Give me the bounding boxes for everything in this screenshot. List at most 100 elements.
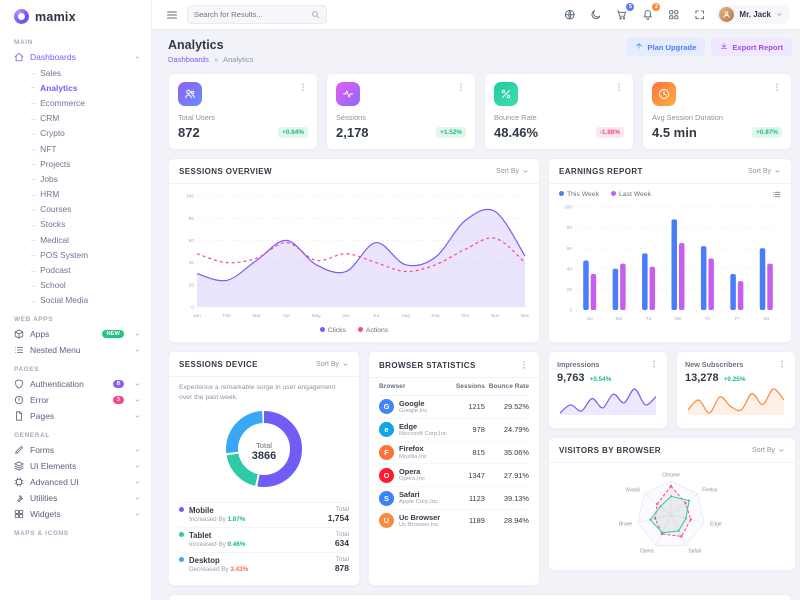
bullet: –: [31, 113, 36, 123]
icon-badge: 2: [652, 2, 661, 11]
sidebar-subitem-school[interactable]: – School: [0, 278, 151, 293]
page-header: Analytics Dashboards » Analytics Plan Up…: [168, 38, 792, 64]
card-menu-icon[interactable]: [456, 82, 466, 92]
bullet: –: [31, 219, 36, 229]
sidebar-subitem-courses[interactable]: – Courses: [0, 202, 151, 217]
browser-name: Google: [399, 398, 425, 408]
browser-company: Apple Corp,Inc: [399, 499, 438, 506]
device-total-value: 878: [334, 563, 349, 574]
device-sort-by[interactable]: Sort By: [316, 361, 349, 368]
device-change-pct: 0.46%: [227, 541, 246, 549]
browser-bounce-rate: 29.52%: [484, 395, 529, 419]
sidebar-item-ui-elements[interactable]: UI Elements: [0, 458, 151, 474]
widget-icon: [14, 509, 24, 519]
plan-upgrade-button[interactable]: Plan Upgrade: [626, 38, 706, 56]
donut-total-label: Total: [256, 440, 272, 450]
sidebar-subitem-pos-system[interactable]: – POS System: [0, 247, 151, 262]
sessions-sort-by[interactable]: Sort By: [496, 168, 529, 175]
sidebar-item-error[interactable]: Error 3: [0, 392, 151, 408]
chevron-down-icon: [134, 463, 141, 470]
card-menu-icon[interactable]: [649, 359, 659, 369]
browser-row-firefox[interactable]: F Firefox Mozilla,Inc 815 35.06%: [379, 441, 529, 465]
browser-row-edge[interactable]: e Edge Microsoft Corp,Inc 978 24.79%: [379, 418, 529, 442]
svg-text:0: 0: [569, 308, 572, 314]
user-menu[interactable]: Mr. Jack: [716, 5, 790, 24]
sidebar-item-forms[interactable]: Forms: [0, 442, 151, 458]
card-menu-icon[interactable]: [519, 360, 529, 370]
chevron-down-icon: [776, 11, 783, 18]
chevron-down-icon: [774, 168, 781, 175]
export-report-button[interactable]: Export Report: [711, 38, 792, 56]
card-menu-icon[interactable]: [772, 82, 782, 92]
sidebar-item-widgets[interactable]: Widgets: [0, 506, 151, 522]
svg-text:Jun: Jun: [342, 313, 350, 319]
sidebar-item-utilities[interactable]: Utilities: [0, 490, 151, 506]
sidebar-item-advanced-ui[interactable]: Advanced UI: [0, 474, 151, 490]
breadcrumb-root[interactable]: Dashboards: [168, 55, 209, 64]
legend-dot: [610, 191, 616, 196]
sidebar-subitem-medical[interactable]: – Medical: [0, 232, 151, 247]
browser-row-opera[interactable]: O Opera Opera,Inc 1347 27.91%: [379, 463, 529, 488]
sidebar-subitem-analytics[interactable]: – Analytics: [0, 80, 151, 95]
svg-text:May: May: [312, 313, 322, 319]
svg-text:60: 60: [189, 238, 195, 244]
logo-icon: [14, 9, 29, 24]
earnings-sort-by[interactable]: Sort By: [748, 168, 781, 175]
sidebar-subitem-ecommerce[interactable]: – Ecommerce: [0, 95, 151, 110]
svg-text:Mar: Mar: [253, 313, 262, 319]
sidebar-nav: MAIN Dashboards – Sales – Analytics – Ecommerce…: [0, 31, 151, 540]
sidebar-subitem-nft[interactable]: – NFT: [0, 141, 151, 156]
sidebar-item-nested-menu[interactable]: Nested Menu: [0, 342, 151, 358]
browser-sessions: 1215: [453, 395, 485, 419]
sidebar-subitem-projects[interactable]: – Projects: [0, 156, 151, 171]
breadcrumb: Dashboards » Analytics: [168, 55, 253, 64]
bullet: –: [31, 189, 36, 199]
browser-row-safari[interactable]: S Safari Apple Corp,Inc 1123 39.13%: [379, 486, 529, 510]
visitors-sort-by[interactable]: Sort By: [752, 447, 785, 454]
nav-subitem-label: Jobs: [40, 173, 58, 184]
card-menu-icon[interactable]: [777, 359, 787, 369]
chart-menu-icon[interactable]: [772, 190, 781, 199]
impressions-change: +0.54%: [589, 376, 612, 383]
apps-grid-icon[interactable]: [664, 6, 682, 24]
notifications-icon[interactable]: 2: [638, 2, 661, 24]
legend-dot: [559, 191, 564, 196]
svg-text:40: 40: [567, 266, 573, 272]
menu-icon[interactable]: [166, 9, 178, 21]
sessions-overview-chart: 0 20 40 60 80 100 Jan Feb Mar Apr May Jun Jul Aug Sep O…: [179, 190, 530, 325]
card-menu-icon[interactable]: [614, 82, 624, 92]
bullet: –: [31, 144, 36, 154]
fullscreen-icon[interactable]: [690, 6, 708, 24]
svg-text:Chrome: Chrome: [662, 473, 680, 479]
sidebar-subitem-crm[interactable]: – CRM: [0, 111, 151, 126]
sidebar-subitem-social-media[interactable]: – Social Media: [0, 293, 151, 308]
dark-mode-icon[interactable]: [586, 6, 604, 24]
new-subscribers-value: 13,278: [685, 372, 719, 384]
device-name: Desktop: [189, 556, 220, 566]
sidebar-subitem-sales[interactable]: – Sales: [0, 65, 151, 80]
cart-icon[interactable]: 5: [612, 2, 635, 24]
sidebar-item-apps[interactable]: Apps NEW: [0, 326, 151, 342]
sidebar-subitem-hrm[interactable]: – HRM: [0, 187, 151, 202]
browser-row-google[interactable]: G Google Google,Inc 1215 29.52%: [379, 395, 529, 419]
browser-row-uc-browser[interactable]: U Uc Browser Uc Browser,Inc 1189 28.94%: [379, 509, 529, 531]
svg-text:80: 80: [189, 216, 195, 222]
browser-statistics-table: Browser Sessions Bounce Rate G Google Google,…: [379, 380, 529, 532]
sidebar-item-dashboards[interactable]: Dashboards: [0, 49, 151, 65]
card-menu-icon[interactable]: [298, 82, 308, 92]
legend-dot: [179, 557, 184, 563]
sidebar-subitem-crypto[interactable]: – Crypto: [0, 126, 151, 141]
sidebar-item-pages[interactable]: Pages: [0, 408, 151, 424]
search-input[interactable]: [194, 10, 307, 19]
browser-bounce-rate: 35.06%: [484, 441, 529, 465]
browser-company: Mozilla,Inc: [399, 453, 427, 460]
sidebar-subitem-podcast[interactable]: – Podcast: [0, 262, 151, 277]
stat-label: Bounce Rate: [494, 113, 537, 122]
search-icon[interactable]: [311, 10, 320, 19]
device-change: Increased By 0.46%: [189, 541, 246, 549]
logo[interactable]: mamix: [0, 0, 151, 31]
sidebar-subitem-stocks[interactable]: – Stocks: [0, 217, 151, 232]
language-icon[interactable]: [560, 6, 578, 24]
sidebar-subitem-jobs[interactable]: – Jobs: [0, 171, 151, 186]
sidebar-item-authentication[interactable]: Authentication 8: [0, 376, 151, 392]
